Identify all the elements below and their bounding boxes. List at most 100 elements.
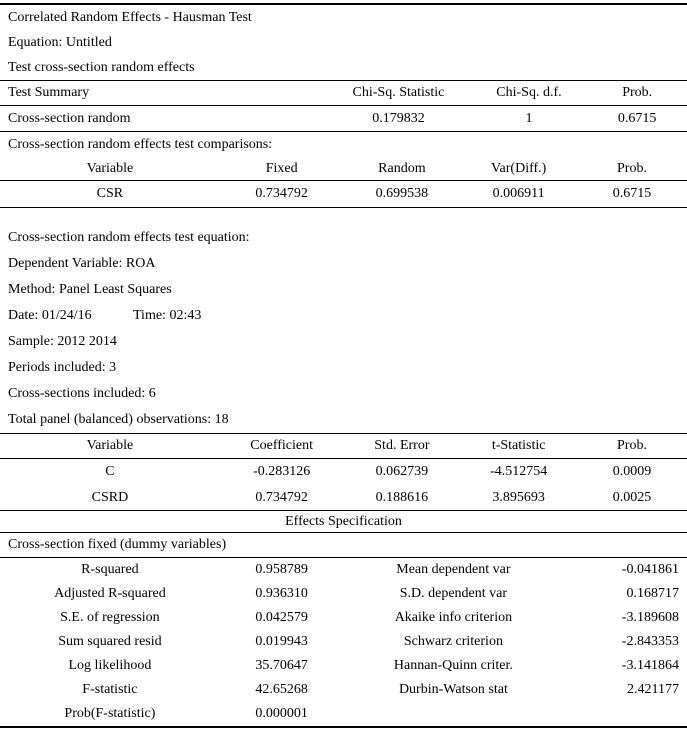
stat-label: Mean dependent var — [396, 562, 511, 577]
periods-line: Periods included: 3 — [8, 360, 117, 375]
stat-value: -3.189608 — [621, 610, 679, 625]
stat-value: 2.421177 — [626, 682, 679, 697]
stat-value: 0.019943 — [255, 634, 308, 649]
t-statistic-value: 3.895693 — [492, 490, 545, 505]
prob-header: Prob. — [617, 161, 647, 176]
stat-value: -0.041861 — [621, 562, 679, 577]
prob-value: 0.6715 — [617, 111, 657, 126]
equation-name: Equation: Untitled — [8, 35, 112, 50]
stat-value: 0.000001 — [255, 706, 308, 721]
coefficient-value: 0.734792 — [255, 490, 308, 505]
coefficient-header: Coefficient — [250, 438, 314, 453]
stat-label: Adjusted R-squared — [54, 586, 166, 601]
stat-value: 0.168717 — [626, 586, 679, 601]
dependent-variable-line: Dependent Variable: ROA — [8, 256, 156, 271]
stats-row-se-regression: S.E. of regression 0.042579 Akaike info … — [0, 606, 687, 630]
test-summary-row-label: Cross-section random — [8, 111, 131, 126]
stat-label: S.E. of regression — [60, 610, 160, 625]
observations-line: Total panel (balanced) observations: 18 — [8, 412, 229, 427]
stat-value: -3.141864 — [621, 658, 679, 673]
coefficients-row-csrd: CSRD 0.734792 0.188616 3.895693 0.0025 — [0, 485, 687, 510]
test-summary-header-label: Test Summary — [8, 85, 90, 100]
t-statistic-header: t-Statistic — [491, 438, 546, 453]
divider — [0, 105, 687, 106]
equation-section-title: Cross-section random effects test equati… — [8, 230, 250, 245]
prob-value: 0.6715 — [612, 186, 652, 201]
test-summary-row: Cross-section random 0.179832 1 0.6715 — [0, 106, 687, 131]
stat-value: 0.936310 — [255, 586, 308, 601]
method-line: Method: Panel Least Squares — [8, 282, 172, 297]
stat-label: F-statistic — [82, 682, 138, 697]
effects-specification-note: Cross-section fixed (dummy variables) — [8, 537, 227, 552]
variable-name: C — [105, 464, 115, 479]
coefficients-header-row: Variable Coefficient Std. Error t-Statis… — [0, 434, 687, 458]
vardiff-value: 0.006911 — [492, 186, 545, 201]
comparisons-row-csr: CSR 0.734792 0.699538 0.006911 0.6715 — [0, 181, 687, 207]
top-border-rule — [0, 3, 687, 5]
date-time-line: Date: 01/24/16 Time: 02:43 — [0, 303, 687, 329]
stat-label: S.D. dependent var — [399, 586, 508, 601]
variable-header: Variable — [86, 438, 134, 453]
divider — [0, 433, 687, 434]
fixed-header: Fixed — [265, 161, 298, 176]
sample-line: Sample: 2012 2014 — [8, 334, 117, 349]
bottom-border-rule — [0, 726, 687, 728]
t-statistic-value: -4.512754 — [490, 464, 548, 479]
chisq-df-header: Chi-Sq. d.f. — [496, 85, 562, 100]
prob-header: Prob. — [617, 438, 647, 453]
random-header: Random — [378, 161, 426, 176]
effects-specification-title: Effects Specification — [285, 514, 402, 529]
test-title: Correlated Random Effects - Hausman Test — [8, 10, 252, 25]
variable-header: Variable — [86, 161, 134, 176]
stat-value: 35.70647 — [255, 658, 308, 673]
divider — [0, 532, 687, 533]
stat-label: Prob(F-statistic) — [64, 706, 156, 721]
stat-value: 42.65268 — [255, 682, 308, 697]
stat-value: 0.958789 — [255, 562, 308, 577]
divider — [0, 458, 687, 459]
date-label: Date: 01/24/16 — [8, 308, 92, 323]
stat-value: -2.843353 — [621, 634, 679, 649]
prob-header: Prob. — [622, 85, 653, 100]
variable-name: CSRD — [91, 490, 129, 505]
coefficient-value: -0.283126 — [253, 464, 311, 479]
divider — [0, 557, 687, 558]
stats-row-log-likelihood: Log likelihood 35.70647 Hannan-Quinn cri… — [0, 654, 687, 678]
divider — [0, 131, 687, 132]
divider — [0, 180, 687, 181]
chisq-statistic-value: 0.179832 — [372, 111, 425, 126]
time-label: Time: 02:43 — [133, 308, 202, 323]
section-gap — [0, 208, 687, 225]
stat-value: 0.042579 — [255, 610, 308, 625]
divider — [0, 207, 687, 208]
stat-label: Akaike info criterion — [394, 610, 513, 625]
random-value: 0.699538 — [375, 186, 429, 201]
stats-row-adj-rsquared: Adjusted R-squared 0.936310 S.D. depende… — [0, 582, 687, 606]
prob-value: 0.0009 — [612, 464, 652, 479]
stat-label: Durbin-Watson stat — [398, 682, 508, 697]
chisq-statistic-header: Chi-Sq. Statistic — [352, 85, 445, 100]
stat-label: R-squared — [81, 562, 139, 577]
divider — [0, 510, 687, 511]
std-error-value: 0.062739 — [375, 464, 429, 479]
std-error-header: Std. Error — [374, 438, 430, 453]
divider — [0, 80, 687, 81]
stats-row-rsquared: R-squared 0.958789 Mean dependent var -0… — [0, 558, 687, 582]
test-summary-header-row: Test Summary Chi-Sq. Statistic Chi-Sq. d… — [0, 81, 687, 105]
coefficients-row-c: C -0.283126 0.062739 -4.512754 0.0009 — [0, 459, 687, 485]
stats-row-sum-squared-resid: Sum squared resid 0.019943 Schwarz crite… — [0, 630, 687, 654]
stat-label: Log likelihood — [68, 658, 152, 673]
comparisons-title: Cross-section random effects test compar… — [8, 137, 273, 152]
stat-label: Sum squared resid — [58, 634, 162, 649]
stat-label: Schwarz criterion — [403, 634, 503, 649]
variable-name: CSR — [96, 186, 124, 201]
fixed-value: 0.734792 — [255, 186, 308, 201]
chisq-df-value: 1 — [525, 111, 533, 126]
comparisons-header-row: Variable Fixed Random Var(Diff.) Prob. — [0, 158, 687, 180]
prob-value: 0.0025 — [612, 490, 652, 505]
std-error-value: 0.188616 — [375, 490, 429, 505]
stat-label: Hannan-Quinn criter. — [393, 658, 513, 673]
stats-row-f-statistic: F-statistic 42.65268 Durbin-Watson stat … — [0, 678, 687, 702]
vardiff-header: Var(Diff.) — [490, 161, 547, 176]
